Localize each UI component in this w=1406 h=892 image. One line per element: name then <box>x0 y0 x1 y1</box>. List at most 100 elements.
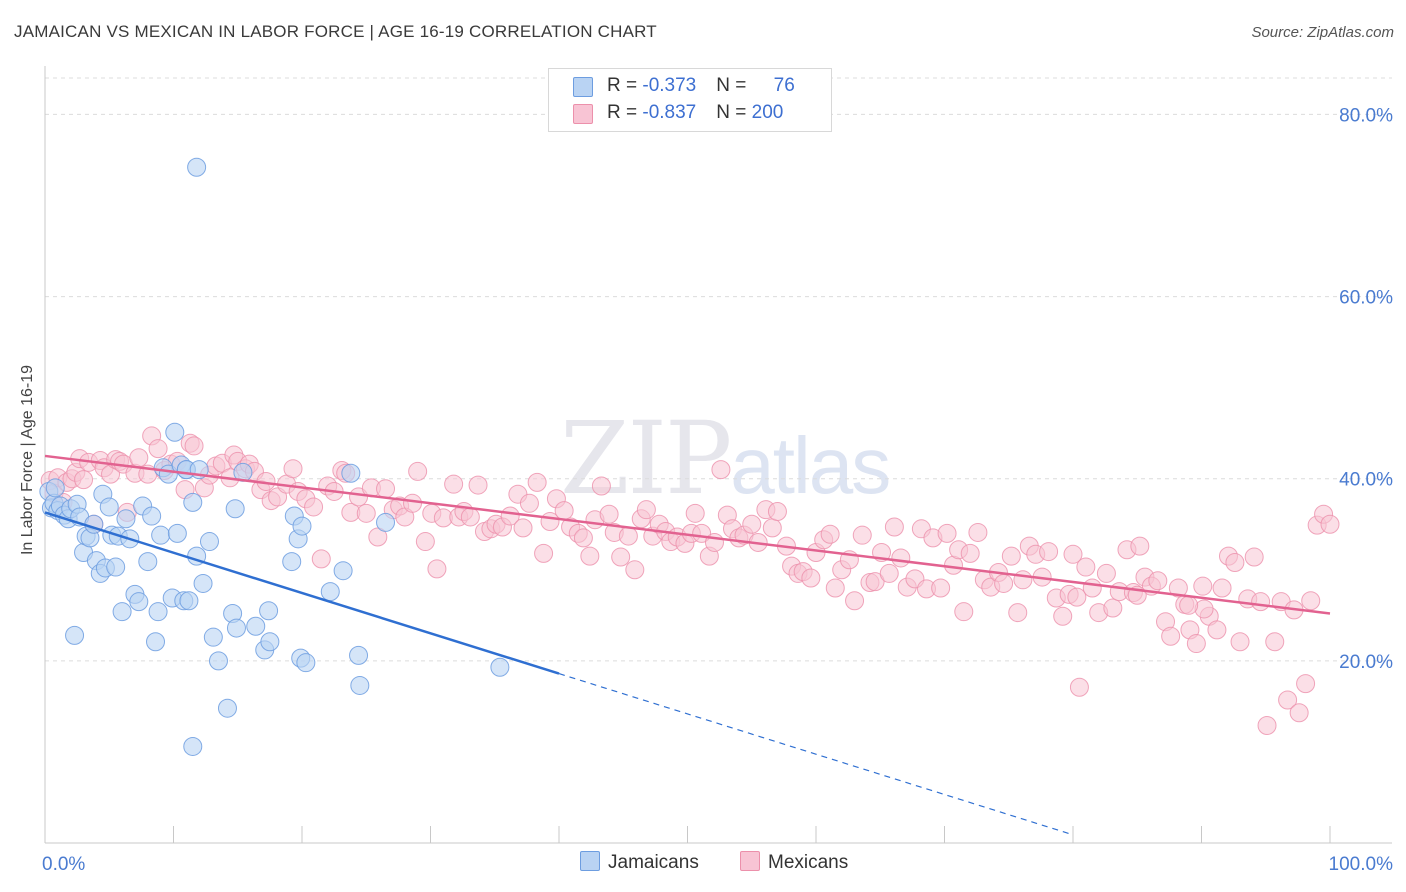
mexican-point-136 <box>879 563 899 583</box>
mexican-point-89 <box>580 546 600 566</box>
mexican-point-118 <box>762 518 782 538</box>
mexican-point-138 <box>891 548 911 568</box>
mexican-point-134 <box>865 572 885 592</box>
mexican-point-165 <box>1063 544 1083 564</box>
jamaican-point-68 <box>341 463 361 483</box>
mexican-point-124 <box>801 568 821 588</box>
mexican-point-88 <box>573 528 593 548</box>
mexican-point-47 <box>304 497 324 517</box>
jamaican-point-25 <box>116 509 136 529</box>
source-label: Source: ZipAtlas.com <box>1251 24 1394 41</box>
trend-lines <box>44 454 1331 836</box>
mexican-point-58 <box>376 479 396 499</box>
jamaican-point-28 <box>129 592 149 612</box>
mexican-point-188 <box>1212 578 1232 598</box>
jamaican-r-label: R = <box>607 75 643 96</box>
mexican-point-80 <box>519 493 539 513</box>
jamaican-stats: R = -0.373 N = 76 <box>607 75 795 97</box>
jamaican-point-20 <box>99 497 119 517</box>
jamaican-point-73 <box>187 157 207 177</box>
mexican-point-198 <box>1278 690 1298 710</box>
mexican-point-166 <box>1069 677 1089 697</box>
jamaican-point-66 <box>320 582 340 602</box>
legend-jamaicans: Jamaicans <box>580 851 699 874</box>
jamaican-point-59 <box>260 632 280 652</box>
jamaican-point-39 <box>167 523 187 543</box>
mexican-point-62 <box>403 493 423 513</box>
mexican-point-193 <box>1244 547 1264 567</box>
jamaican-point-70 <box>350 675 370 695</box>
jamaican-point-67 <box>333 561 353 581</box>
mexican-point-190 <box>1225 553 1245 572</box>
mexican-point-207 <box>1179 595 1199 615</box>
mexican-point-209 <box>1067 587 1087 607</box>
mexican-point-191 <box>1230 632 1250 652</box>
jamaican-point-31 <box>142 506 162 526</box>
mexican-point-150 <box>968 522 988 542</box>
jamaican-trend-extension <box>558 673 1074 836</box>
mexican-point-68 <box>444 474 464 494</box>
mexican-n-label: N = <box>716 102 752 123</box>
mexican-n-value: 200 <box>751 102 784 123</box>
mexican-point-131 <box>845 591 865 611</box>
legend-mexicans: Mexicans <box>740 851 848 874</box>
mexican-r-value: -0.837 <box>642 102 697 123</box>
jamaican-point-46 <box>183 736 203 756</box>
mexican-point-195 <box>1257 716 1277 736</box>
mexican-point-180 <box>1161 626 1181 646</box>
mexican-point-57 <box>368 527 388 547</box>
mexican-point-155 <box>1001 546 1021 566</box>
jamaican-point-54 <box>226 618 246 638</box>
mexican-point-194 <box>1251 592 1271 612</box>
mexican-point-96 <box>625 560 645 580</box>
jamaican-point-50 <box>208 651 228 671</box>
x-tick-label-min: 0.0% <box>42 854 85 875</box>
jamaican-point-22 <box>106 557 126 577</box>
mexican-point-85 <box>554 501 574 521</box>
mexican-point-200 <box>1289 703 1309 723</box>
jamaican-point-58 <box>259 601 279 621</box>
y-tick-label-20: 20.0% <box>1339 652 1393 673</box>
mexican-point-132 <box>852 525 872 545</box>
mexican-point-161 <box>1039 542 1059 562</box>
jamaican-trend-line <box>44 511 560 675</box>
mexican-point-8 <box>74 470 94 490</box>
mexican-point-149 <box>960 543 980 563</box>
watermark-zip: ZIP <box>560 400 732 517</box>
mexican-point-22 <box>148 439 168 459</box>
mexican-swatch <box>573 104 593 124</box>
jamaicans-legend-swatch <box>580 851 600 871</box>
mexican-point-145 <box>937 523 957 543</box>
mexican-point-95 <box>618 526 638 546</box>
jamaican-n-value: 76 <box>773 75 795 96</box>
jamaican-point-32 <box>146 632 166 652</box>
mexican-point-154 <box>994 573 1014 593</box>
jamaicans-legend-label: Jamaicans <box>608 852 699 873</box>
watermark-atlas: atlas <box>730 421 891 510</box>
mexican-trend-line <box>44 454 1331 615</box>
x-tick-label-max: 100.0% <box>1329 854 1394 875</box>
jamaican-point-72 <box>490 657 510 677</box>
mexican-point-81 <box>527 472 547 492</box>
mexican-point-137 <box>884 517 904 537</box>
mexican-point-178 <box>1148 571 1168 591</box>
mexican-point-175 <box>1130 536 1150 556</box>
jamaican-point-24 <box>112 602 132 622</box>
mexican-point-55 <box>356 503 376 523</box>
axes <box>44 66 1392 844</box>
gridlines <box>45 77 1392 662</box>
jamaican-point-63 <box>292 516 312 536</box>
tick-labels: 20.0% 40.0% 60.0% 80.0% 0.0% 100.0% <box>42 105 1393 875</box>
jamaican-point-38 <box>165 422 185 442</box>
jamaican-point-71 <box>376 512 396 532</box>
y-tick-label-60: 60.0% <box>1339 288 1393 309</box>
mexican-point-184 <box>1186 634 1206 654</box>
mexican-point-82 <box>534 543 554 563</box>
mexican-point-170 <box>1096 563 1116 583</box>
jamaican-point-69 <box>349 645 369 665</box>
mexican-point-19 <box>129 448 149 468</box>
jamaican-point-51 <box>217 698 237 718</box>
mexican-point-201 <box>1296 674 1316 694</box>
mexican-point-110 <box>711 460 731 480</box>
y-tick-label-80: 80.0% <box>1339 105 1393 126</box>
